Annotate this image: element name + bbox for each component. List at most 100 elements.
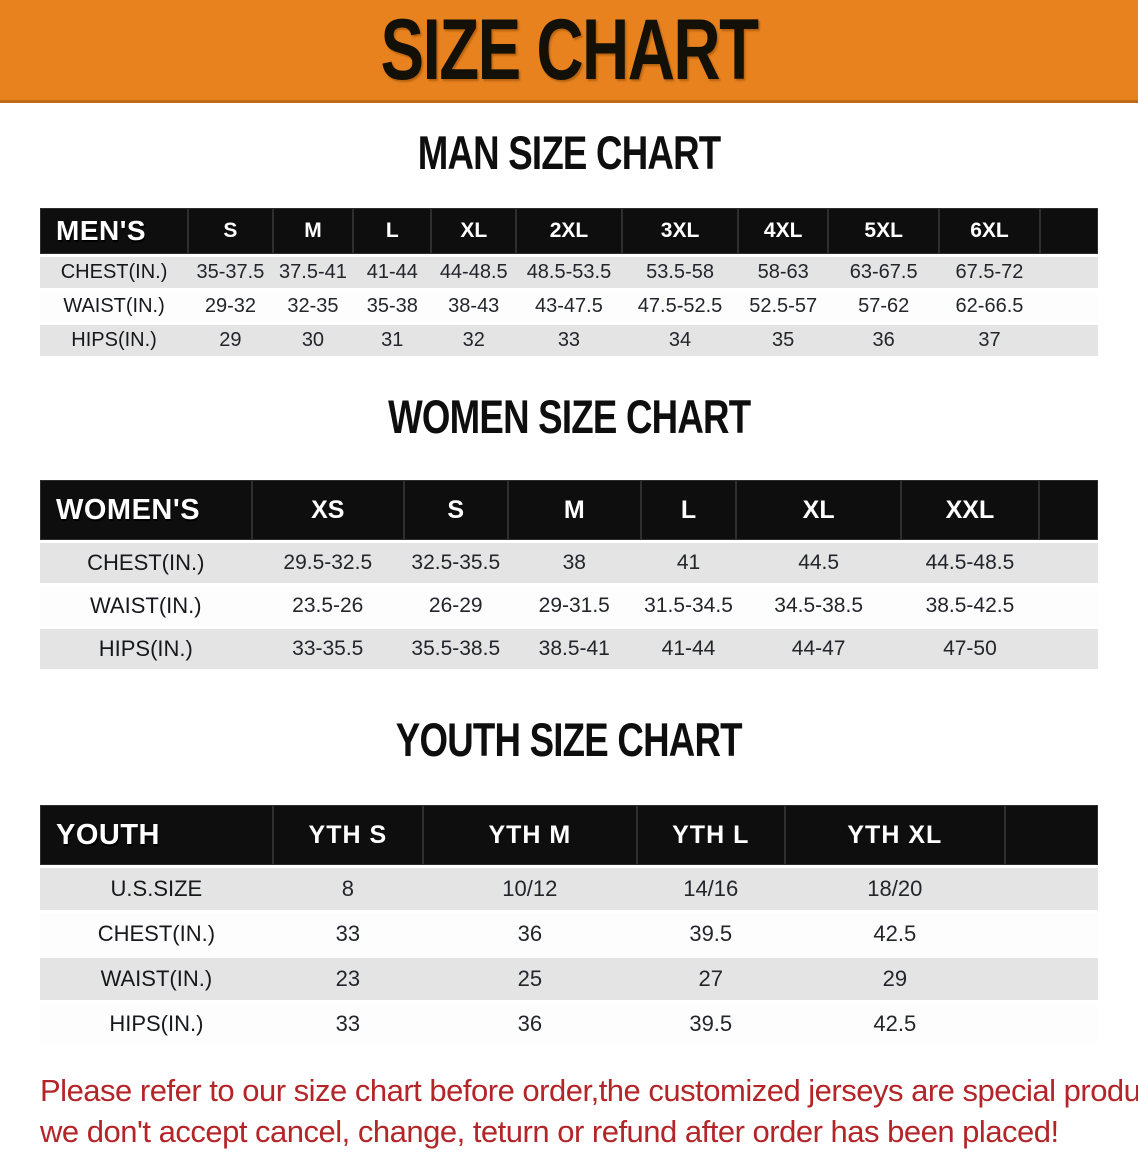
col-header: M — [507, 480, 641, 540]
row-label: WAIST(IN.) — [40, 958, 273, 1000]
youth-section-heading: YOUTH SIZE CHART — [0, 716, 1138, 776]
size-cell: 30 — [272, 325, 354, 356]
size-cell: 29 — [784, 958, 1005, 1000]
size-cell: 38.5-42.5 — [901, 586, 1039, 626]
size-cell: 27 — [636, 958, 785, 1000]
filler-cell — [1004, 868, 1098, 910]
size-cell: 41-44 — [353, 257, 432, 288]
size-cell: 37.5-41 — [272, 257, 354, 288]
size-cell: 47-50 — [901, 629, 1039, 669]
men-size-table-wrap: MEN'S S M L XL 2XL 3XL 4XL 5XL 6XL CHEST… — [0, 205, 1138, 359]
disclaimer-line-1: Please refer to our size chart before or… — [40, 1073, 1138, 1108]
filler-cell — [1004, 805, 1098, 865]
table-row: WAIST(IN.) 23.5-26 26-29 29-31.5 31.5-34… — [40, 586, 1098, 626]
size-cell: 44-48.5 — [431, 257, 517, 288]
size-cell: 44-47 — [736, 629, 902, 669]
col-header: XL — [431, 208, 517, 254]
size-cell: 43-47.5 — [516, 291, 622, 322]
women-section-heading: WOMEN SIZE CHART — [0, 393, 1138, 453]
women-size-table-wrap: WOMEN'S XS S M L XL XXL CHEST(IN.) 29.5-… — [0, 477, 1138, 672]
size-cell: 8 — [272, 868, 423, 910]
row-label: WAIST(IN.) — [40, 291, 189, 322]
men-header-row: MEN'S S M L XL 2XL 3XL 4XL 5XL 6XL — [40, 208, 1098, 254]
size-cell: 44.5 — [736, 543, 902, 583]
col-header: M — [272, 208, 354, 254]
row-label: CHEST(IN.) — [40, 543, 252, 583]
size-cell: 67.5-72 — [939, 257, 1040, 288]
size-cell: 31.5-34.5 — [640, 586, 737, 626]
size-cell: 18/20 — [784, 868, 1005, 910]
table-row: HIPS(IN.) 33 36 39.5 42.5 — [40, 1003, 1098, 1045]
man-section-heading: MAN SIZE CHART — [0, 129, 1138, 189]
filler-cell — [1039, 325, 1098, 356]
col-header: S — [188, 208, 273, 254]
row-label: HIPS(IN.) — [40, 629, 252, 669]
size-cell: 10/12 — [422, 868, 637, 910]
filler-cell — [1004, 1003, 1098, 1045]
table-row: HIPS(IN.) 33-35.5 35.5-38.5 38.5-41 41-4… — [40, 629, 1098, 669]
filler-cell — [1039, 208, 1098, 254]
disclaimer-text: Please refer to our size chart before or… — [40, 1070, 1138, 1152]
col-header: 3XL — [621, 208, 739, 254]
table-row: WAIST(IN.) 23 25 27 29 — [40, 958, 1098, 1000]
size-cell: 23 — [272, 958, 423, 1000]
col-header: 2XL — [516, 208, 622, 254]
man-heading-text: MAN SIZE CHART — [417, 126, 721, 179]
filler-cell — [1038, 480, 1098, 540]
col-header: L — [640, 480, 737, 540]
col-header: L — [353, 208, 432, 254]
size-cell: 34.5-38.5 — [736, 586, 902, 626]
col-header: S — [403, 480, 508, 540]
women-header-row: WOMEN'S XS S M L XL XXL — [40, 480, 1098, 540]
size-cell: 38-43 — [431, 291, 517, 322]
size-cell: 53.5-58 — [621, 257, 739, 288]
col-header: 6XL — [939, 208, 1040, 254]
banner-title: SIZE CHART — [380, 2, 759, 98]
col-header: YTH M — [422, 805, 637, 865]
size-cell: 36 — [422, 1003, 637, 1045]
col-header: YTH XL — [784, 805, 1005, 865]
size-cell: 63-67.5 — [828, 257, 940, 288]
size-cell: 29 — [188, 325, 273, 356]
filler-cell — [1038, 586, 1098, 626]
col-header: 4XL — [738, 208, 829, 254]
size-cell: 32.5-35.5 — [403, 543, 508, 583]
size-cell: 29.5-32.5 — [251, 543, 404, 583]
size-cell: 36 — [828, 325, 940, 356]
filler-cell — [1004, 958, 1098, 1000]
size-cell: 57-62 — [828, 291, 940, 322]
size-cell: 29-31.5 — [507, 586, 641, 626]
row-label: U.S.SIZE — [40, 868, 273, 910]
size-cell: 32-35 — [272, 291, 354, 322]
size-cell: 35-37.5 — [188, 257, 273, 288]
size-cell: 44.5-48.5 — [901, 543, 1039, 583]
men-size-table: MEN'S S M L XL 2XL 3XL 4XL 5XL 6XL CHEST… — [40, 205, 1098, 359]
size-cell: 42.5 — [784, 1003, 1005, 1045]
size-cell: 58-63 — [738, 257, 829, 288]
filler-cell — [1038, 629, 1098, 669]
col-header: YTH L — [636, 805, 785, 865]
table-row: HIPS(IN.) 29 30 31 32 33 34 35 36 37 — [40, 325, 1098, 356]
size-cell: 26-29 — [403, 586, 508, 626]
size-cell: 52.5-57 — [738, 291, 829, 322]
size-cell: 29-32 — [188, 291, 273, 322]
size-cell: 38 — [507, 543, 641, 583]
table-row: CHEST(IN.) 33 36 39.5 42.5 — [40, 913, 1098, 955]
size-cell: 33 — [516, 325, 622, 356]
size-cell: 33-35.5 — [251, 629, 404, 669]
size-cell: 39.5 — [636, 913, 785, 955]
youth-header-label: YOUTH — [40, 805, 273, 865]
size-cell: 37 — [939, 325, 1040, 356]
table-row: CHEST(IN.) 29.5-32.5 32.5-35.5 38 41 44.… — [40, 543, 1098, 583]
col-header: YTH S — [272, 805, 423, 865]
size-cell: 62-66.5 — [939, 291, 1040, 322]
men-header-label: MEN'S — [40, 208, 189, 254]
size-cell: 42.5 — [784, 913, 1005, 955]
row-label: HIPS(IN.) — [40, 325, 189, 356]
table-row: CHEST(IN.) 35-37.5 37.5-41 41-44 44-48.5… — [40, 257, 1098, 288]
size-cell: 47.5-52.5 — [621, 291, 739, 322]
youth-header-row: YOUTH YTH S YTH M YTH L YTH XL — [40, 805, 1098, 865]
size-cell: 23.5-26 — [251, 586, 404, 626]
row-label: CHEST(IN.) — [40, 913, 273, 955]
filler-cell — [1039, 291, 1098, 322]
